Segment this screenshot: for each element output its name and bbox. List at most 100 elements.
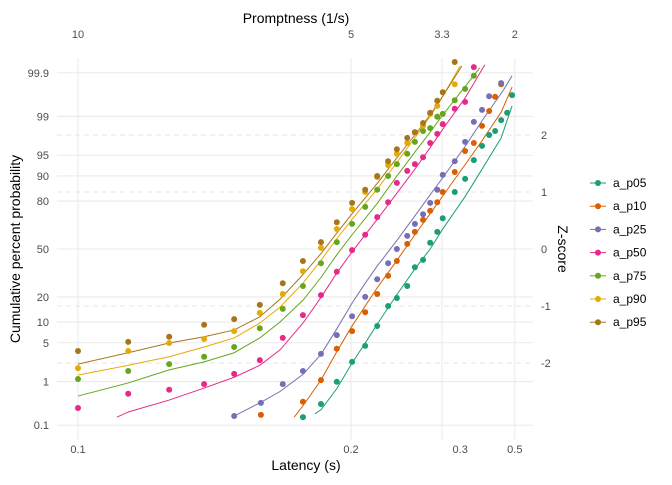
point-a_p05 [498,117,505,124]
point-a_p75 [231,344,238,351]
fit-line-a_p90 [77,65,461,376]
point-a_p05 [420,256,427,263]
point-a_p05 [385,303,392,309]
point-a_p50 [385,199,392,206]
point-a_p95 [299,257,306,264]
x2-tick-label: 5 [348,29,354,41]
point-a_p75 [462,85,469,92]
legend-key-point [595,319,601,326]
point-a_p05 [349,358,356,365]
legend-key-point [595,296,601,302]
point-a_p95 [420,120,427,127]
point-a_p25 [411,220,418,227]
legend-key-point [595,226,601,233]
point-a_p10 [411,228,418,235]
point-a_p95 [451,59,458,66]
point-a_p90 [299,268,306,275]
point-a_p95 [374,173,381,180]
point-a_p90 [256,309,263,316]
point-a_p05 [362,342,369,349]
point-a_p90 [349,206,356,213]
point-a_p50 [279,334,286,341]
point-a_p25 [451,158,458,165]
legend-label: a_p25 [613,222,647,236]
point-a_p90 [393,150,400,157]
grid [57,58,533,440]
point-a_p10 [317,377,324,384]
point-a_p10 [393,257,400,264]
point-a_p95 [434,97,441,104]
point-a_p90 [75,365,81,372]
point-a_p10 [479,122,486,129]
x2-tick-label: 10 [72,29,84,41]
point-a_p25 [231,413,238,420]
legend-label: a_p95 [613,315,647,329]
point-a_p10 [362,309,369,316]
point-a_p25 [257,399,264,406]
point-a_p50 [125,390,132,397]
point-a_p50 [256,357,263,364]
point-a_p10 [257,411,264,418]
point-a_p75 [362,203,369,210]
axis-ticks: -2 -1 0 1 2 0.1 1 5 10 20 50 80 90 95 99 99.9 10 5 3.3 2 0.1… [28,29,551,456]
x-tick-label: 0.5 [507,444,522,456]
point-a_p90 [451,81,458,88]
legend: a_p05 a_p10 a_p25 a_p50 a_p75 a_p90 a_p95 [590,176,647,329]
point-a_p75 [439,110,446,117]
point-a_p25 [362,293,369,300]
legend-key-point [595,272,601,279]
point-a_p10 [492,93,499,100]
y-tick-label: 1 [43,377,49,389]
point-a_p05 [333,378,340,385]
point-a_p10 [439,189,446,195]
point-a_p90 [125,348,132,355]
point-a_p90 [317,244,324,251]
x2-tick-label: 2 [512,29,518,41]
point-a_p25 [462,138,469,145]
y2-tick-label: 1 [541,187,547,199]
point-a_p75 [256,325,263,332]
point-a_p50 [201,381,208,388]
point-a_p25 [486,93,493,100]
point-a_p95 [279,280,286,287]
point-a_p95 [362,186,369,193]
point-a_p95 [393,146,400,153]
point-a_p50 [434,130,441,137]
point-a_p10 [333,345,340,352]
point-a_p25 [439,171,446,178]
point-a_p25 [385,260,392,267]
point-a_p95 [166,333,173,340]
x-axis-title: Latency (s) [271,457,340,473]
point-a_p50 [362,231,369,238]
legend-label: a_p05 [613,176,647,190]
point-a_p25 [393,246,400,252]
point-a_p75 [427,125,434,132]
point-a_p75 [393,161,400,168]
y2-tick-label: 0 [541,244,547,256]
point-a_p25 [470,118,477,125]
point-a_p75 [349,220,356,227]
point-a_p90 [279,291,286,298]
legend-label: a_p75 [613,269,647,283]
point-a_p50 [299,312,306,319]
point-a_p90 [231,328,238,335]
y-tick-label: 99.9 [28,68,49,80]
point-a_p10 [486,108,493,115]
point-a_p10 [470,139,477,146]
fit-line-a_p95 [77,65,463,365]
x-tick-label: 0.3 [453,444,468,456]
point-a_p95 [317,239,324,246]
y-tick-label: 95 [37,150,49,162]
point-a_p10 [451,169,458,176]
point-a_p25 [404,232,411,239]
point-a_p05 [492,128,499,135]
point-a_p95 [385,158,392,165]
point-a_p50 [166,386,173,393]
point-a_p50 [349,247,356,254]
point-a_p50 [411,161,418,168]
data-points [75,59,516,421]
fit-lines [77,64,513,418]
point-a_p10 [349,328,356,335]
point-a_p10 [462,147,469,154]
point-a_p25 [498,80,505,87]
